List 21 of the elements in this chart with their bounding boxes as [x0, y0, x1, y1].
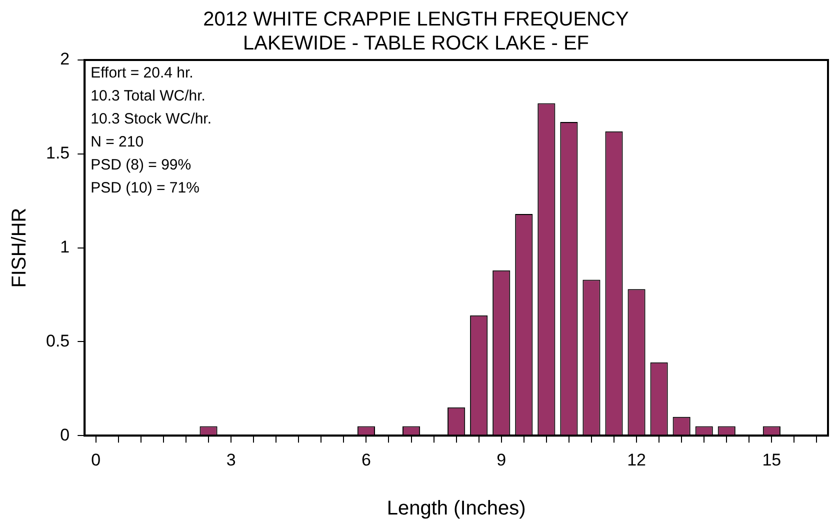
x-tick-label: 6 [361, 450, 371, 470]
annotation: 10.3 Total WC/hr. [90, 88, 206, 105]
y-tick-label: 0 [60, 425, 70, 444]
annotation: N = 210 [90, 134, 144, 151]
y-tick-label: 1 [60, 237, 70, 256]
y-tick-label: 0.5 [46, 331, 70, 350]
y-tick-label: 1.5 [46, 144, 70, 163]
chart-title: 2012 WHITE CRAPPIE LENGTH FREQUENCY [203, 8, 629, 31]
annotation: PSD (10) = 71% [90, 180, 200, 197]
annotation: PSD (8) = 99% [90, 156, 192, 174]
chart-subtitle: LAKEWIDE - TABLE ROCK LAKE - EF [242, 32, 590, 55]
y-tick-label: 2 [60, 50, 70, 69]
x-tick-label: 3 [226, 450, 236, 470]
x-tick-label: 12 [627, 450, 646, 470]
x-tick-label: 0 [91, 450, 101, 470]
x-tick-label: 9 [496, 450, 506, 470]
x-tick-label: 15 [762, 450, 782, 470]
annotation: 10.3 Stock WC/hr. [90, 110, 212, 128]
annotation: Effort = 20.4 hr. [90, 64, 194, 82]
x-axis-title: Length (Inches) [386, 498, 526, 520]
y-axis-title: FISH/HR [8, 208, 31, 288]
